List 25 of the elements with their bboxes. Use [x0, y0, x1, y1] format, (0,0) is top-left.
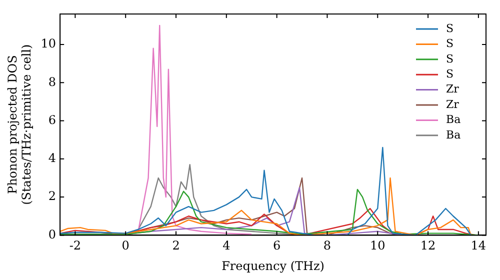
y-axis-title: Phonon projected DOS (States/THz·primitive cell) [5, 44, 34, 205]
legend-label: Ba [446, 113, 462, 126]
y-tick-label: 2 [48, 189, 56, 204]
legend-label: Ba [446, 128, 462, 142]
y-tick-label: 6 [48, 112, 56, 127]
x-tick-label: 14 [470, 238, 486, 253]
legend-label: Zr [446, 82, 460, 96]
x-tick-label: 12 [420, 238, 436, 253]
x-tick-label: -2 [69, 238, 82, 253]
y-tick-label: 8 [48, 74, 56, 89]
x-tick-label: 10 [370, 238, 386, 253]
legend-label: S [446, 22, 454, 35]
x-tick-label: 6 [272, 238, 281, 253]
legend-label: S [446, 67, 454, 80]
x-tick-label: 4 [222, 238, 231, 253]
x-tick-label: 0 [122, 238, 130, 253]
x-tick-label: 8 [323, 238, 332, 253]
y-tick-label: 10 [40, 36, 56, 51]
legend-label: Zr [446, 98, 460, 111]
legend-label: S [446, 52, 454, 66]
y-tick-label: 0 [48, 227, 56, 242]
y-tick-label: 4 [48, 151, 56, 166]
legend-label: S [446, 37, 454, 50]
x-axis-title: Frequency (THz) [222, 258, 324, 273]
x-tick-label: 2 [172, 238, 180, 253]
